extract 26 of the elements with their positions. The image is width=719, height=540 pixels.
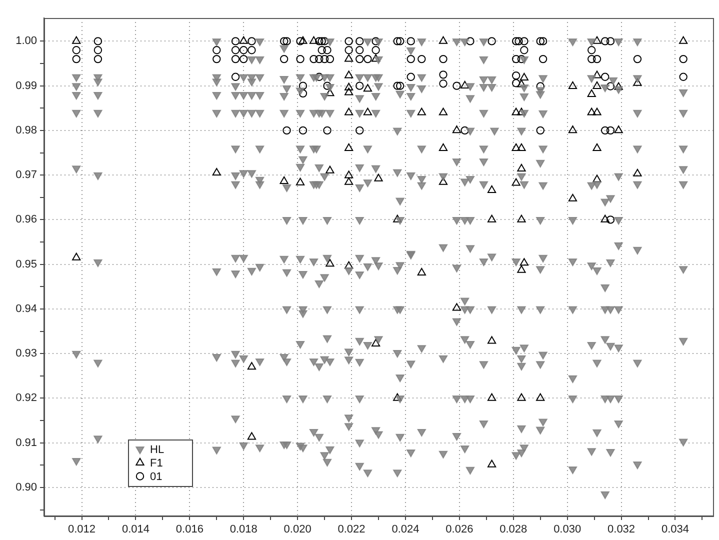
y-tick-label: 0.99 — [16, 80, 37, 92]
legend-label: F1 — [150, 457, 163, 470]
y-tick-label: 0.91 — [16, 436, 37, 449]
x-tick-label: 0.012 — [68, 524, 96, 536]
x-tick-label: 0.014 — [122, 524, 150, 536]
y-tick-label: 1.00 — [16, 35, 37, 48]
x-tick-label: 0.018 — [230, 524, 258, 536]
y-tick-label: 0.97 — [16, 169, 37, 182]
x-tick-label: 0.030 — [554, 524, 582, 536]
y-tick-label: 0.96 — [16, 214, 37, 226]
x-tick-label: 0.034 — [661, 524, 689, 536]
legend-label: 01 — [150, 470, 162, 483]
x-tick-label: 0.022 — [338, 524, 366, 536]
y-tick-label: 0.94 — [16, 302, 37, 315]
y-tick-label: 0.90 — [16, 481, 37, 494]
y-tick-label: 0.95 — [16, 258, 37, 270]
legend-label: HL — [150, 444, 164, 456]
x-tick-label: 0.026 — [446, 524, 474, 536]
y-tick-label: 0.93 — [16, 348, 37, 360]
y-tick-label: 0.92 — [16, 392, 37, 404]
x-tick-label: 0.016 — [176, 524, 204, 536]
x-tick-label: 0.032 — [608, 524, 636, 536]
y-tick-label: 0.98 — [16, 124, 37, 136]
x-tick-label: 0.028 — [500, 524, 528, 536]
x-tick-label: 0.020 — [284, 524, 312, 536]
x-tick-label: 0.024 — [392, 524, 420, 536]
